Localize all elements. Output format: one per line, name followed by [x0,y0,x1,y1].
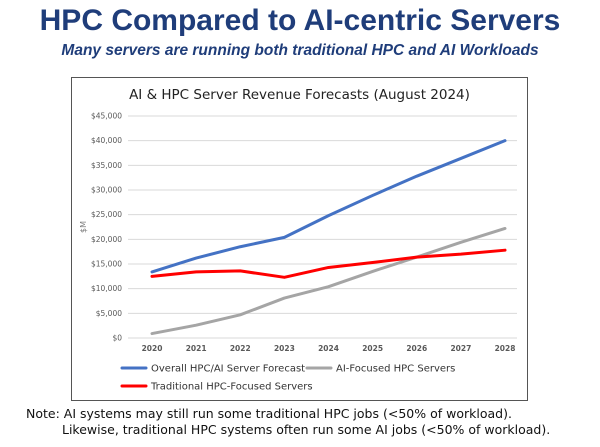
line-chart: $0 $5,000 $10,000 $15,000 $20,000 $25,000 $30,… [79,112,517,393]
y-tick-label: $20,000 [91,235,122,244]
y-tick-label: $5,000 [96,309,122,318]
x-tick-label: 2025 [362,344,383,353]
footnote-line-1: Note: AI systems may still run some trad… [26,406,512,421]
footnote: Note: AI systems may still run some trad… [26,406,596,438]
y-tick-label: $10,000 [91,284,122,293]
y-tick-label: $15,000 [91,260,122,269]
footnote-line-2: Likewise, traditional HPC systems often … [62,422,551,437]
chart-frame: AI & HPC Server Revenue Forecasts (Augus… [71,77,528,401]
series-line-3 [150,248,507,279]
x-tick-label: 2021 [186,344,207,353]
chart-title: AI & HPC Server Revenue Forecasts (Augus… [129,87,470,103]
legend-label: Overall HPC/AI Server Forecast [151,364,305,375]
y-tick-label: $40,000 [91,136,122,145]
y-tick-label: $0 [112,334,122,343]
y-tick-label: $35,000 [91,161,122,170]
y-tick-label: $45,000 [91,112,122,121]
x-tick-label: 2020 [142,344,163,353]
legend-label: AI-Focused HPC Servers [336,364,455,375]
y-tick-label: $30,000 [91,186,122,195]
x-tick-label: 2023 [274,344,295,353]
x-tick-label: 2024 [318,344,339,353]
x-tick-label: 2022 [230,344,251,353]
y-axis-label: $M [79,221,88,233]
x-tick-label: 2027 [450,344,471,353]
x-tick-label: 2028 [495,344,516,353]
slide-subtitle: Many servers are running both traditiona… [61,42,539,59]
series-line-2 [150,226,507,336]
y-tick-label: $25,000 [91,210,122,219]
series-line-1 [150,139,507,274]
x-tick-label: 2026 [406,344,427,353]
slide-title: HPC Compared to AI-centric Servers [39,4,561,37]
legend-label: Traditional HPC-Focused Servers [150,382,313,393]
